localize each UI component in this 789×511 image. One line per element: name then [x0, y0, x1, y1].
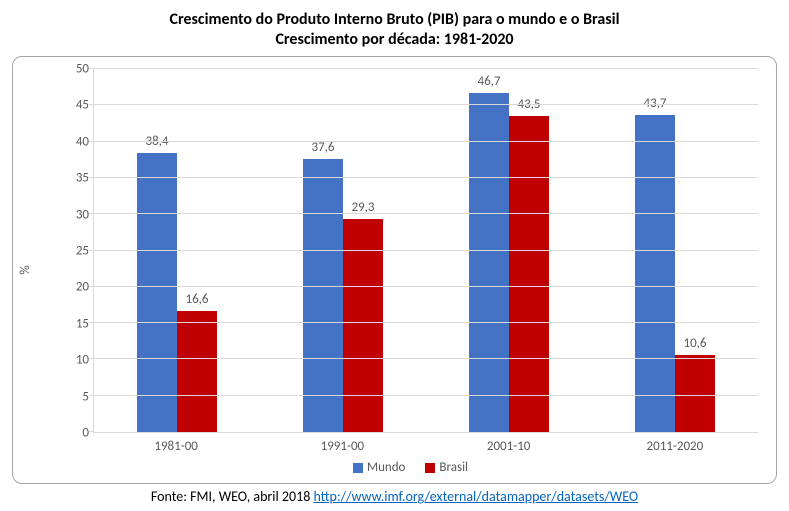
x-axis: 1981-001991-002001-102011-2020	[93, 433, 758, 458]
y-tick-label: 0	[82, 427, 89, 440]
grid-line	[94, 395, 758, 396]
y-tick-mark	[89, 104, 94, 105]
grid-line	[94, 177, 758, 178]
grid-line	[94, 68, 758, 69]
bar-value-label: 46,7	[477, 74, 500, 89]
bar-group: 43,710,6	[592, 69, 758, 432]
bar: 43,7	[635, 115, 675, 432]
y-tick-mark	[89, 431, 94, 432]
y-tick-label: 25	[76, 245, 89, 258]
bar: 38,4	[137, 153, 177, 432]
x-tick-label: 1991-00	[259, 439, 425, 454]
x-tick-label: 2011-2020	[592, 439, 758, 454]
bar-group: 46,743,5	[426, 69, 592, 432]
legend-label: Mundo	[367, 460, 405, 475]
y-tick-label: 15	[76, 317, 89, 330]
y-tick-mark	[89, 213, 94, 214]
y-tick-label: 5	[82, 390, 89, 403]
y-tick-mark	[89, 358, 94, 359]
x-tick-label: 1981-00	[93, 439, 259, 454]
y-tick-mark	[89, 68, 94, 69]
legend-swatch	[353, 463, 363, 473]
source-citation: Fonte: FMI, WEO, abril 2018 http://www.i…	[12, 484, 777, 505]
y-tick-mark	[89, 177, 94, 178]
y-tick-label: 10	[76, 354, 89, 367]
bar: 46,7	[469, 93, 509, 432]
y-tick-mark	[89, 395, 94, 396]
chart-title-line1: Crescimento do Produto Interno Bruto (PI…	[12, 10, 777, 30]
legend: Mundo Brasil	[63, 458, 758, 475]
y-axis-label: %	[18, 265, 33, 274]
chart-title: Crescimento do Produto Interno Bruto (PI…	[12, 10, 777, 50]
bar-group: 37,629,3	[260, 69, 426, 432]
grid-line	[94, 286, 758, 287]
bar-group: 38,416,6	[94, 69, 260, 432]
x-tick-label: 2001-10	[426, 439, 592, 454]
bar-groups: 38,416,637,629,346,743,543,710,6	[94, 69, 758, 432]
legend-label: Brasil	[439, 460, 468, 475]
grid-line	[94, 213, 758, 214]
y-tick-label: 20	[76, 281, 89, 294]
source-link[interactable]: http://www.imf.org/external/datamapper/d…	[313, 488, 638, 505]
y-tick-label: 50	[76, 63, 89, 76]
chart-frame: % 05101520253035404550 38,416,637,629,34…	[12, 56, 777, 484]
plot-area: 05101520253035404550 38,416,637,629,346,…	[63, 69, 758, 433]
y-tick-mark	[89, 322, 94, 323]
grid-line	[94, 322, 758, 323]
legend-item: Mundo	[353, 460, 405, 475]
bar-value-label: 10,6	[683, 336, 706, 351]
y-tick-mark	[89, 250, 94, 251]
y-tick-label: 30	[76, 208, 89, 221]
y-tick-mark	[89, 286, 94, 287]
y-tick-label: 45	[76, 99, 89, 112]
grid-line	[94, 358, 758, 359]
plot: 38,416,637,629,346,743,543,710,6	[93, 69, 758, 433]
grid-line	[94, 141, 758, 142]
bar: 16,6	[177, 311, 217, 432]
bar: 43,5	[509, 116, 549, 432]
y-tick-mark	[89, 141, 94, 142]
bar: 37,6	[303, 159, 343, 432]
y-axis: 05101520253035404550	[63, 69, 93, 433]
legend-item: Brasil	[425, 460, 468, 475]
bar-value-label: 16,6	[185, 292, 208, 307]
bar: 29,3	[343, 219, 383, 432]
bar-value-label: 38,4	[145, 134, 168, 149]
y-tick-label: 40	[76, 135, 89, 148]
chart-title-line2: Crescimento por década: 1981-2020	[12, 30, 777, 50]
grid-line	[94, 250, 758, 251]
bar-value-label: 43,7	[643, 96, 666, 111]
y-tick-label: 35	[76, 172, 89, 185]
bar: 10,6	[675, 355, 715, 432]
grid-line	[94, 104, 758, 105]
source-prefix: Fonte: FMI, WEO, abril 2018	[151, 488, 314, 505]
legend-swatch	[425, 463, 435, 473]
bar-value-label: 37,6	[311, 140, 334, 155]
